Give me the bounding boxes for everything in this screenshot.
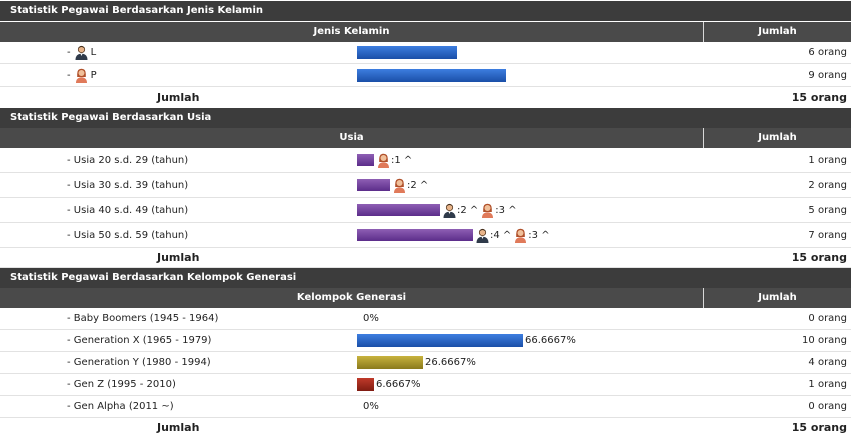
row-count: 10 orang (802, 335, 847, 346)
bar-cell: 66.6667% (357, 330, 576, 351)
table-row: - Usia 50 s.d. 59 (tahun) :4 ^ :3 ^ 7 or… (0, 223, 851, 248)
table-row: - Usia 20 s.d. 29 (tahun) :1 ^ 1 orang (0, 148, 851, 173)
total-count: 15 orang (791, 421, 847, 434)
percentage-label: 66.6667% (525, 335, 576, 346)
female-count: :1 ^ (376, 153, 412, 168)
bar-cell: 6.6667% (357, 374, 421, 395)
row-count: 9 orang (808, 69, 847, 81)
column-header-count: Jumlah (758, 292, 797, 303)
total-label: Jumlah (157, 251, 200, 264)
bar-cell: :4 ^ :3 ^ (357, 223, 550, 247)
row-count: 1 orang (808, 154, 847, 166)
row-label: - Usia 20 s.d. 29 (tahun) (67, 154, 189, 166)
table-header-gender: Jenis Kelamin Jumlah (0, 22, 851, 42)
row-label: - Gen Alpha (2011 ~) (67, 401, 174, 412)
section-title-generation: Statistik Pegawai Berdasarkan Kelompok G… (0, 268, 851, 288)
column-header-count: Jumlah (758, 26, 797, 37)
total-label: Jumlah (157, 421, 200, 434)
bar-age-40-49 (357, 204, 440, 216)
row-count: 5 orang (808, 204, 847, 216)
row-label: - Usia 50 s.d. 59 (tahun) (67, 229, 189, 241)
table-row: - P 9 orang (0, 64, 851, 87)
bar-gen-z (357, 378, 374, 391)
total-label: Jumlah (157, 91, 200, 104)
female-user-icon (480, 203, 495, 218)
row-count: 0 orang (808, 401, 847, 412)
row-count: 0 orang (808, 313, 847, 324)
bar-cell: :2 ^ (357, 173, 428, 197)
bar-male (357, 46, 457, 59)
bar-cell: 0% (357, 308, 379, 329)
table-row: - Baby Boomers (1945 - 1964) 0% 0 orang (0, 308, 851, 330)
table-row: - Usia 30 s.d. 39 (tahun) :2 ^ 2 orang (0, 173, 851, 198)
percentage-label: 6.6667% (376, 379, 421, 390)
male-user-icon (74, 45, 89, 60)
bar-cell (357, 64, 506, 86)
male-count: :2 ^ (442, 203, 478, 218)
total-row: Jumlah 15 orang (0, 248, 851, 268)
row-label: - Usia 40 s.d. 49 (tahun) (67, 204, 189, 216)
bar-cell: :2 ^ :3 ^ (357, 198, 517, 222)
bar-generation-y (357, 356, 423, 369)
row-count: 7 orang (808, 229, 847, 241)
table-header-generation: Kelompok Generasi Jumlah (0, 288, 851, 308)
female-count: :2 ^ (392, 178, 428, 193)
total-row: Jumlah 15 orang (0, 87, 851, 109)
row-label: - Gen Z (1995 - 2010) (67, 379, 176, 390)
female-user-icon (392, 178, 407, 193)
section-title-gender: Statistik Pegawai Berdasarkan Jenis Kela… (0, 1, 851, 21)
bar-age-50-59 (357, 229, 473, 241)
total-count: 15 orang (791, 251, 847, 264)
female-user-icon (513, 228, 528, 243)
row-label: - Baby Boomers (1945 - 1964) (67, 313, 219, 324)
bar-age-30-39 (357, 179, 390, 191)
column-header-count: Jumlah (758, 132, 797, 143)
bar-age-20-29 (357, 154, 374, 166)
table-row: - Gen Z (1995 - 2010) 6.6667% 1 orang (0, 374, 851, 396)
bar-cell (357, 42, 457, 63)
column-header-label: Usia (0, 128, 704, 148)
female-count: :3 ^ (513, 228, 550, 243)
row-count: 4 orang (808, 357, 847, 368)
row-count: 6 orang (808, 47, 847, 58)
male-user-icon (475, 228, 490, 243)
female-user-icon (74, 68, 89, 83)
column-header-label: Kelompok Generasi (0, 288, 704, 308)
row-count: 2 orang (808, 179, 847, 191)
bar-female (357, 68, 506, 82)
bar-cell: 26.6667% (357, 352, 476, 373)
table-row: - L 6 orang (0, 42, 851, 64)
table-row: - Generation Y (1980 - 1994) 26.6667% 4 … (0, 352, 851, 374)
bar-generation-x (357, 334, 523, 347)
row-label: - L (67, 45, 97, 60)
section-title-age: Statistik Pegawai Berdasarkan Usia (0, 108, 851, 128)
table-row: - Generation X (1965 - 1979) 66.6667% 10… (0, 330, 851, 352)
bar-cell: 0% (357, 396, 379, 417)
percentage-label: 0% (363, 313, 379, 324)
total-count: 15 orang (791, 91, 847, 104)
male-count: :4 ^ (475, 228, 511, 243)
percentage-label: 0% (363, 401, 379, 412)
row-label: - Generation X (1965 - 1979) (67, 335, 212, 346)
total-row: Jumlah 15 orang (0, 418, 851, 437)
row-label: - Generation Y (1980 - 1994) (67, 357, 211, 368)
male-user-icon (442, 203, 457, 218)
female-count: :3 ^ (480, 203, 517, 218)
bar-cell: :1 ^ (357, 148, 412, 172)
female-user-icon (376, 153, 391, 168)
row-label: - P (67, 68, 97, 83)
column-header-label: Jenis Kelamin (0, 22, 704, 42)
table-row: - Gen Alpha (2011 ~) 0% 0 orang (0, 396, 851, 418)
table-header-age: Usia Jumlah (0, 128, 851, 148)
table-row: - Usia 40 s.d. 49 (tahun) :2 ^ :3 ^ 5 or… (0, 198, 851, 223)
row-label: - Usia 30 s.d. 39 (tahun) (67, 179, 189, 191)
percentage-label: 26.6667% (425, 357, 476, 368)
row-count: 1 orang (808, 379, 847, 390)
